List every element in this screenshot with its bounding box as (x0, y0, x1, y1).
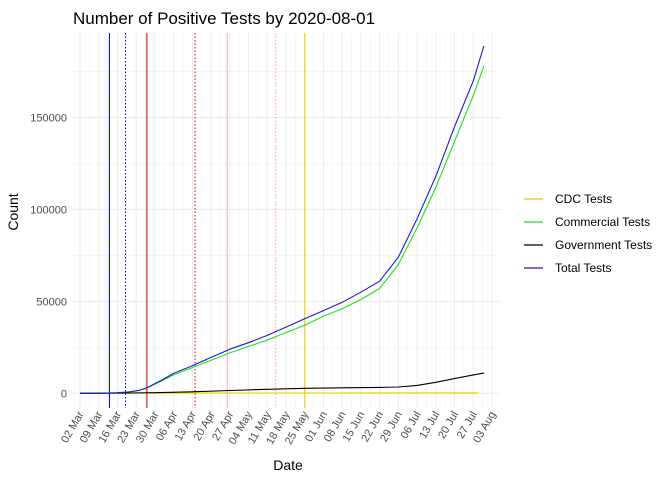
series-lines (79, 45, 485, 394)
y-axis-ticks: 0 50000 100000 150000 (30, 113, 67, 401)
legend-label: Total Tests (555, 261, 611, 275)
legend-label: CDC Tests (555, 192, 612, 206)
grid-major (72, 33, 500, 408)
legend-label: Government Tests (555, 238, 652, 252)
chart-title: Number of Positive Tests by 2020-08-01 (73, 9, 375, 28)
legend: CDC Tests Commercial Tests Government Test… (524, 192, 652, 275)
legend-label: Commercial Tests (555, 215, 650, 229)
y-tick-label: 100000 (30, 204, 67, 216)
reference-lines (108, 33, 306, 408)
y-tick-label: 50000 (36, 296, 67, 308)
y-axis-label: Count (5, 193, 21, 230)
series-line (80, 45, 485, 394)
y-tick-label: 0 (61, 388, 67, 400)
series-line (80, 65, 485, 394)
x-axis-label: Date (273, 457, 303, 473)
series-line (79, 372, 484, 394)
y-tick-label: 150000 (30, 113, 67, 125)
